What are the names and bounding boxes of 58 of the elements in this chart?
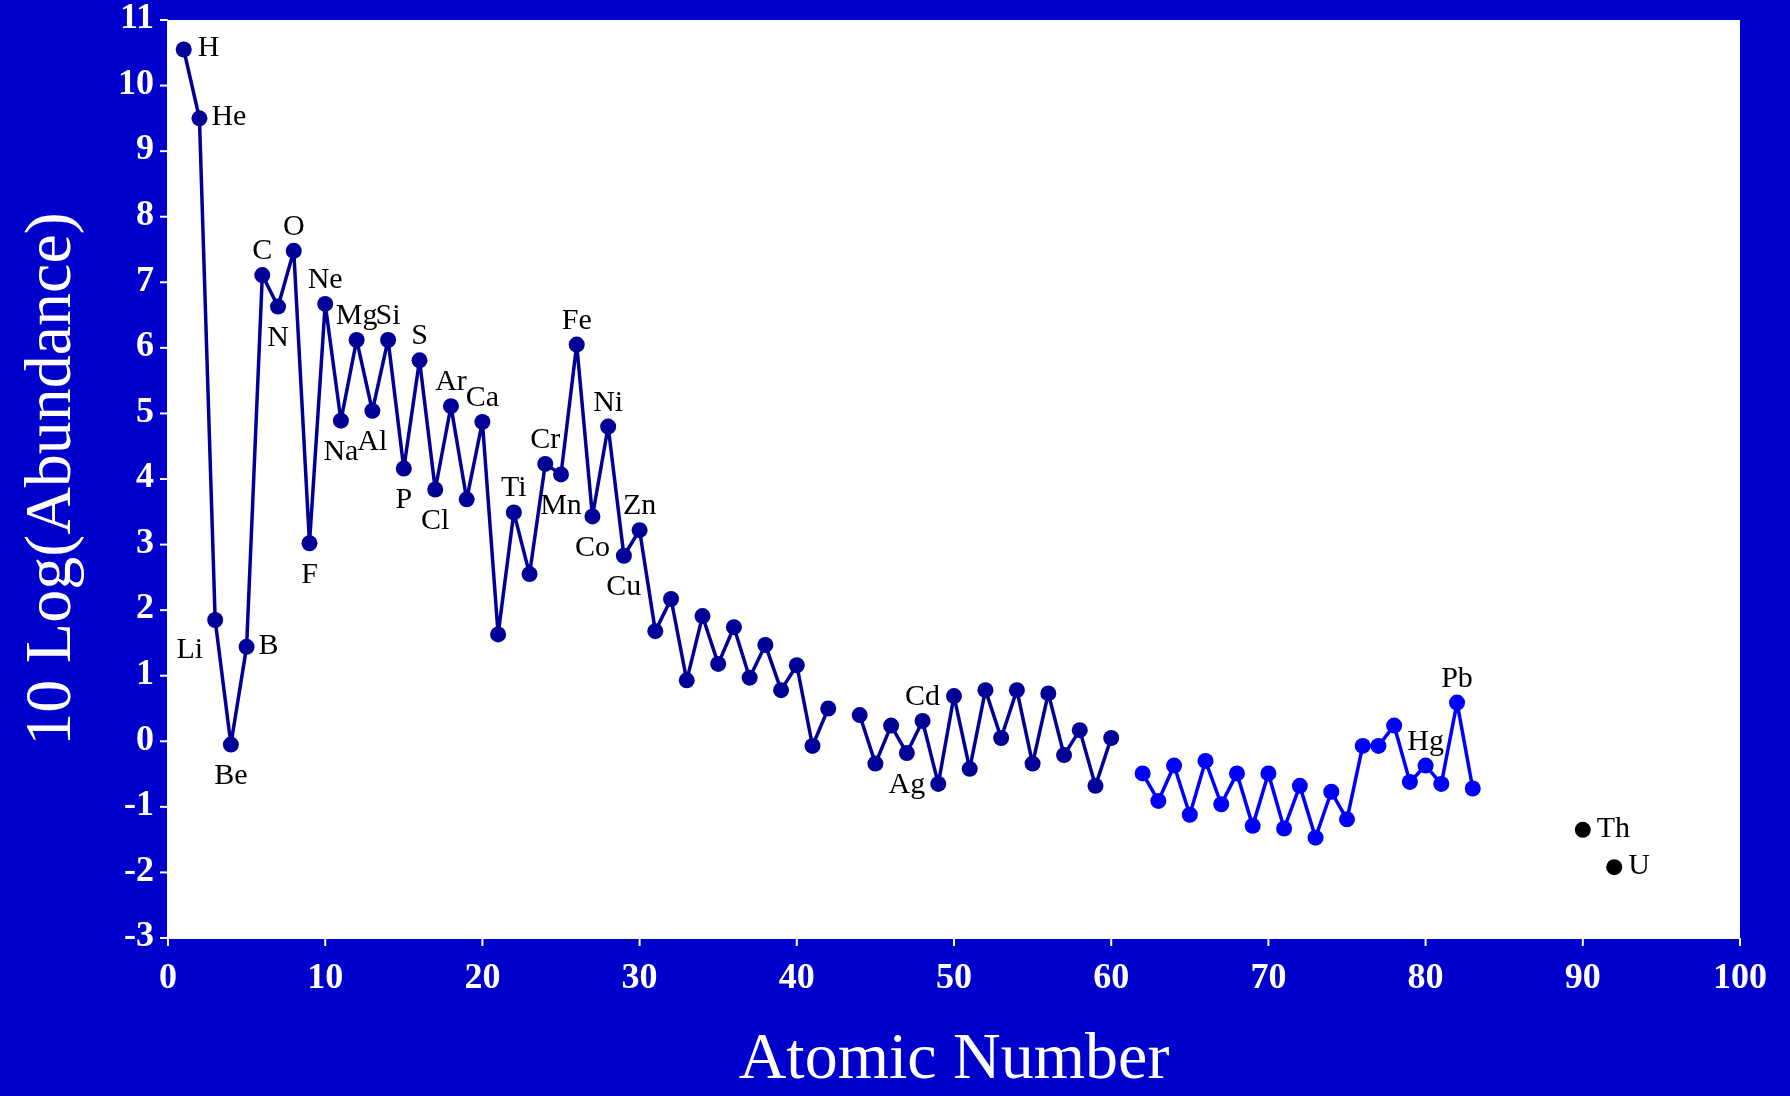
x-tick-label: 100 xyxy=(1713,956,1767,996)
annotation: Fe xyxy=(561,301,592,335)
y-tick-label: -3 xyxy=(124,914,154,955)
annotation: Cu xyxy=(606,568,642,602)
annotation: Al xyxy=(357,423,388,457)
y-tick-label: -1 xyxy=(124,783,154,824)
annotation: Ag xyxy=(888,765,926,799)
annotation: Be xyxy=(214,757,248,791)
annotation: Ar xyxy=(435,363,467,397)
x-tick-label: 80 xyxy=(1407,956,1444,996)
annotation: Cd xyxy=(905,677,941,711)
y-tick-label: 5 xyxy=(136,389,154,430)
annotation: Ti xyxy=(501,469,527,503)
annotation: Co xyxy=(574,528,610,562)
annotation: O xyxy=(282,207,305,241)
y-tick-label: 4 xyxy=(136,455,154,496)
x-tick-label: 90 xyxy=(1564,956,1601,996)
x-axis-title: Atomic Number xyxy=(738,1019,1170,1092)
y-tick-label: -2 xyxy=(124,848,154,889)
annotation: U xyxy=(1628,847,1651,881)
annotation: Ni xyxy=(593,383,624,417)
y-tick-label: 3 xyxy=(136,520,154,561)
annotation: Mn xyxy=(540,487,582,520)
y-tick-label: 2 xyxy=(136,586,154,627)
x-tick-label: 40 xyxy=(778,956,815,996)
y-axis-title: 10 Log(Abundance) xyxy=(11,212,85,746)
annotation: Cr xyxy=(530,420,561,454)
x-tick-label: 50 xyxy=(936,956,972,996)
annotation: C xyxy=(252,232,273,266)
annotation: Na xyxy=(323,433,359,467)
y-tick-label: 7 xyxy=(136,258,154,299)
annotation: Hg xyxy=(1407,722,1444,756)
annotation: Ne xyxy=(307,260,343,294)
annotation: N xyxy=(267,319,289,353)
annotation: H xyxy=(197,29,220,63)
annotation: Mg xyxy=(335,296,378,330)
x-tick-label: 10 xyxy=(307,956,344,996)
annotation: Cl xyxy=(421,502,450,536)
y-tick-label: 10 xyxy=(118,61,154,102)
x-tick-label: 20 xyxy=(464,956,501,996)
x-tick-label: 30 xyxy=(621,956,658,996)
annotation: Li xyxy=(176,630,204,664)
annotation: B xyxy=(258,626,279,660)
y-tick-label: 1 xyxy=(136,651,154,692)
y-tick-label: 9 xyxy=(136,127,154,168)
annotation: S xyxy=(411,317,428,351)
x-tick-label: 70 xyxy=(1250,956,1287,996)
annotation: P xyxy=(395,481,413,515)
y-tick-label: 11 xyxy=(119,0,154,37)
annotation: F xyxy=(301,555,318,589)
annotation: Pb xyxy=(1441,659,1473,693)
annotation: Zn xyxy=(622,487,657,521)
y-tick-label: 8 xyxy=(136,192,154,233)
y-tick-label: 0 xyxy=(136,717,154,758)
y-tick-label: 6 xyxy=(136,324,154,365)
annotation: He xyxy=(211,98,247,132)
x-tick-label: 60 xyxy=(1093,956,1130,996)
annotation: Th xyxy=(1596,809,1631,843)
